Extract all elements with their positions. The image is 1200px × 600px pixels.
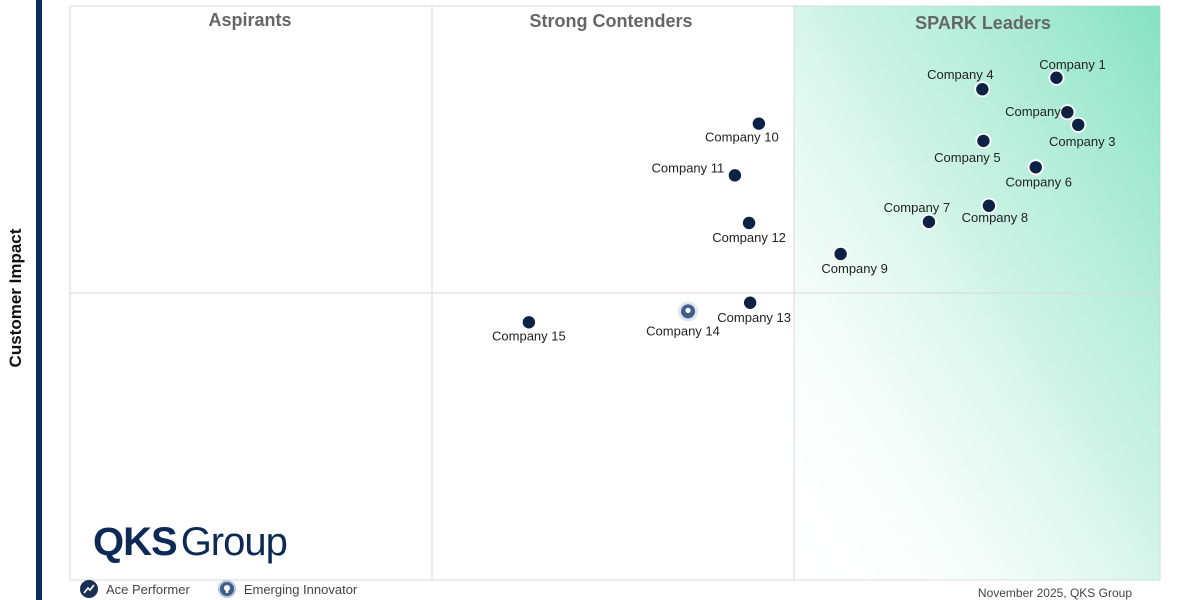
point-company-14: Company 14: [646, 301, 720, 338]
marker-company-10: [752, 117, 766, 130]
lightbulb-icon: [217, 580, 236, 598]
marker-company-15: [522, 316, 536, 329]
left-accent-bar: [36, 0, 42, 600]
label-company-8: Company 8: [962, 210, 1028, 225]
marker-company-13: [743, 296, 757, 309]
quadrant-title-strong-contenders: Strong Contenders: [529, 11, 692, 31]
label-company-14: Company 14: [646, 323, 720, 338]
marker-company-12: [742, 216, 756, 230]
points-layer: Company 1 Company 2 Company 3 Company 4 Comp…: [492, 57, 1115, 344]
marker-company-9: [834, 247, 847, 261]
quadrant-title-spark-leaders: SPARK Leaders: [915, 13, 1051, 33]
legend-item-ace-performer: Ace Performer: [80, 580, 190, 598]
trend-up-icon: [80, 580, 98, 598]
point-company-6: Company 6: [1005, 159, 1072, 189]
label-company-2: Company 2: [1005, 104, 1071, 119]
label-company-12: Company 12: [712, 230, 786, 245]
point-company-11: Company 11: [652, 160, 743, 184]
logo-rest-text: Group: [180, 520, 288, 564]
lightbulb-icon: [685, 307, 691, 313]
point-company-4: Company 4: [927, 67, 994, 98]
quadrant-title-aspirants: Aspirants: [208, 10, 291, 30]
point-company-3: Company 3: [1049, 116, 1115, 149]
label-company-6: Company 6: [1005, 174, 1071, 189]
point-company-15: Company 15: [492, 314, 566, 343]
label-company-7: Company 7: [884, 200, 950, 215]
qks-group-logo: QKS Group: [93, 520, 288, 565]
point-company-5: Company 5: [934, 132, 1001, 165]
point-company-13: Company 13: [717, 294, 791, 325]
marker-company-5: [977, 134, 990, 148]
point-company-1: Company 1: [1039, 57, 1106, 86]
label-company-10: Company 10: [705, 130, 779, 145]
point-company-12: Company 12: [712, 214, 786, 245]
point-company-9: Company 9: [821, 245, 888, 276]
point-company-2: Company 2: [1005, 104, 1076, 121]
point-company-10: Company 10: [705, 115, 779, 145]
logo-bold-text: QKS: [93, 520, 178, 564]
label-company-3: Company 3: [1049, 134, 1115, 149]
label-company-9: Company 9: [821, 261, 887, 276]
footer-date: November 2025, QKS Group: [977, 586, 1132, 600]
label-company-13: Company 13: [717, 310, 791, 325]
point-company-8: Company 8: [962, 197, 1028, 225]
marker-company-2: [1061, 105, 1074, 119]
legend-label-ace-performer: Ace Performer: [106, 581, 190, 597]
label-company-4: Company 4: [927, 67, 993, 82]
marker-company-3: [1072, 118, 1085, 132]
legend-item-emerging-innovator: Emerging Innovator: [217, 580, 358, 598]
marker-company-11: [728, 169, 742, 182]
point-company-7: Company 7: [884, 200, 950, 230]
legend-label-emerging-innovator: Emerging Innovator: [243, 581, 358, 597]
label-company-11: Company 11: [652, 160, 725, 175]
marker-company-1: [1050, 71, 1063, 84]
label-company-1: Company 1: [1039, 57, 1105, 72]
marker-company-8: [982, 199, 996, 212]
label-company-5: Company 5: [934, 150, 1000, 165]
marker-company-4: [976, 83, 989, 96]
marker-company-6: [1029, 161, 1042, 174]
legend: Ace Performer Emerging Innovator: [80, 580, 385, 598]
label-company-15: Company 15: [492, 328, 566, 343]
marker-company-7: [922, 215, 936, 229]
